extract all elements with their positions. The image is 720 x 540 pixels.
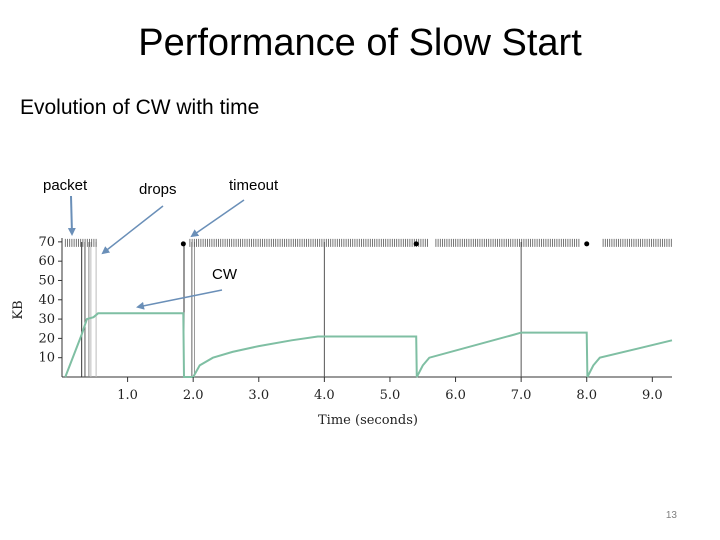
y-axis-label: KB [11, 300, 26, 319]
tick-labels: 10 20 30 40 50 60 70 1.0 2.0 3.0 4.0 5.0 6.0 7.0 8.0 9.… [38, 235, 662, 403]
packet-mark-band [602, 238, 672, 247]
axes [61, 238, 672, 378]
x-tick-label: 4.0 [314, 388, 335, 403]
annotation-packet-arrow [67, 195, 76, 236]
annotation-cw-arrow [136, 289, 223, 310]
timeout-dot [584, 241, 590, 247]
packet-mark-band [64, 238, 97, 247]
annotation-packet: packet [43, 177, 88, 194]
annotation-timeout: timeout [229, 177, 279, 194]
x-tick-label: 8.0 [576, 388, 597, 403]
vertical-lines [81, 242, 522, 377]
x-tick-label: 3.0 [248, 388, 269, 403]
slide-subtitle: Evolution of CW with time [20, 96, 260, 119]
slide-title: Performance of Slow Start [138, 22, 582, 64]
annotation-timeout-arrow [190, 199, 245, 238]
y-tick-label: 70 [38, 235, 55, 250]
y-tick-label: 20 [38, 331, 55, 346]
packet-mark-band [435, 238, 580, 247]
x-tick-label: 6.0 [445, 388, 466, 403]
annotation-drops: drops [139, 181, 177, 198]
x-tick-label: 5.0 [380, 388, 401, 403]
timeout-dot [413, 241, 419, 247]
x-tick-label: 7.0 [511, 388, 532, 403]
y-tick-label: 10 [38, 351, 55, 366]
y-tick-label: 40 [38, 293, 55, 308]
y-tick-label: 30 [38, 312, 55, 327]
annotation-drops-arrow [101, 205, 164, 255]
page-number: 13 [665, 510, 677, 521]
packet-mark-band [189, 238, 428, 247]
y-tick-label: 50 [38, 273, 55, 288]
x-tick-label: 9.0 [642, 388, 663, 403]
x-tick-label: 1.0 [117, 388, 138, 403]
packet-marks [64, 238, 672, 247]
y-tick-label: 60 [38, 254, 55, 269]
series-group [64, 312, 673, 378]
x-axis-label: Time (seconds) [318, 413, 418, 428]
timeout-dots [180, 241, 590, 247]
annotation-cw: CW [212, 266, 238, 283]
x-tick-label: 2.0 [183, 388, 204, 403]
timeout-dot [180, 241, 186, 247]
cw-series-line [64, 312, 673, 378]
